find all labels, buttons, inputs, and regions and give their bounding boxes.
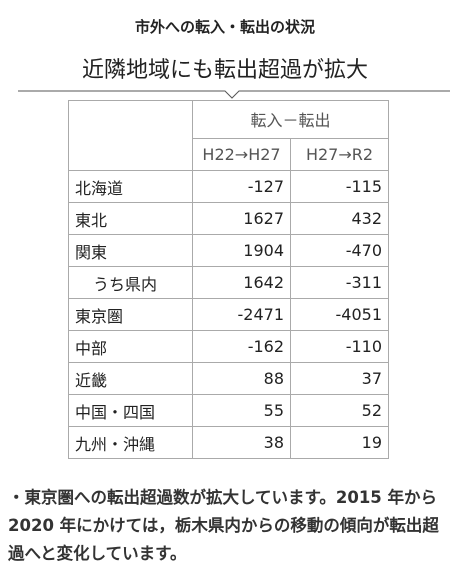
table-row: 近畿 88 37 — [68, 362, 389, 395]
table-row: 中部 -162 -110 — [68, 330, 389, 363]
value-cell: -311 — [290, 266, 389, 299]
subtitle: 近隣地域にも転出超過が拡大 — [81, 58, 368, 83]
table-row: 東北 1627 432 — [68, 202, 389, 235]
value-cell: 38 — [192, 426, 291, 459]
data-table: 転入－転出 H22→H27 H27→R2 北海道 -127 -115 東北 1627 43… — [68, 100, 389, 459]
value-cell: -127 — [192, 170, 291, 203]
value-cell: -2471 — [192, 298, 291, 331]
row-label: 東北 — [68, 202, 193, 235]
column-header: H27→R2 — [290, 137, 389, 172]
value-cell: 1627 — [192, 202, 291, 235]
row-label: うち県内 — [68, 266, 193, 299]
row-label: 中国・四国 — [68, 394, 193, 427]
table-row: 東京圏 -2471 -4051 — [68, 298, 389, 331]
value-cell: 37 — [290, 362, 389, 395]
row-label: 北海道 — [68, 170, 193, 203]
row-label: 近畿 — [68, 362, 193, 395]
table-row: 北海道 -127 -115 — [68, 170, 389, 203]
title: 市外への転入・転出の状況 — [134, 18, 315, 36]
divider — [18, 90, 450, 99]
value-cell: 432 — [290, 202, 389, 235]
row-label: 九州・沖縄 — [68, 426, 193, 459]
table-row: 関東 1904 -470 — [68, 234, 389, 267]
value-cell: 88 — [192, 362, 291, 395]
value-cell: -115 — [290, 170, 389, 203]
value-cell: 1904 — [192, 234, 291, 267]
column-header: H22→H27 — [192, 137, 291, 172]
value-cell: -4051 — [290, 298, 389, 331]
header-row: 転入－転出 — [68, 100, 389, 171]
header-row: H22→H27 H27→R2 — [69, 137, 389, 172]
group-header: 転入－転出 — [192, 100, 389, 139]
value-cell: 19 — [290, 426, 389, 459]
value-cell: -110 — [290, 330, 389, 363]
value-cell: 1642 — [192, 266, 291, 299]
row-label: 東京圏 — [68, 298, 193, 331]
table-row: うち県内 1642 -311 — [68, 266, 389, 299]
row-label: 中部 — [68, 330, 193, 363]
value-cell: -470 — [290, 234, 389, 267]
value-cell: 55 — [192, 394, 291, 427]
table-row: 中国・四国 55 52 — [68, 394, 389, 427]
row-label: 関東 — [68, 234, 193, 267]
corner-cell — [68, 100, 193, 171]
value-cell: -162 — [192, 330, 291, 363]
table-row: 九州・沖縄 38 19 — [68, 426, 389, 459]
value-cell: 52 — [290, 394, 389, 427]
note: ・東京圏への転出超過数が拡大しています。2015 年から 2020 年にかけては… — [8, 488, 439, 563]
